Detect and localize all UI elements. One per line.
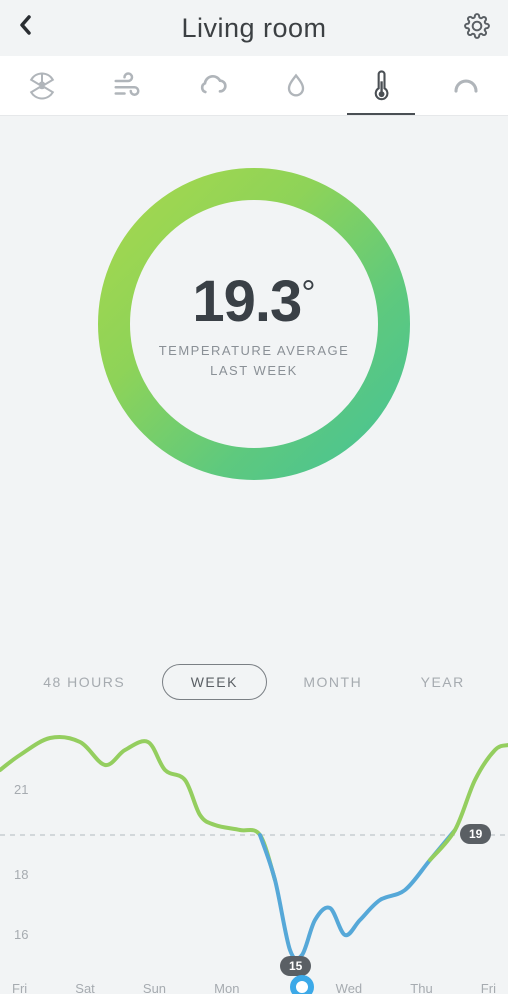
x-label: Thu — [410, 981, 432, 994]
x-label: Sun — [143, 981, 166, 994]
settings-button[interactable] — [464, 13, 490, 44]
tab-gauge[interactable] — [423, 56, 508, 115]
gauge-icon — [451, 71, 481, 101]
wind-icon — [112, 71, 142, 101]
range-week[interactable]: WEEK — [162, 664, 267, 700]
header: Living room — [0, 0, 508, 56]
tab-humidity[interactable] — [254, 56, 339, 115]
thermometer-icon — [367, 69, 395, 103]
cloud-icon — [196, 70, 228, 102]
tab-cloud[interactable] — [169, 56, 254, 115]
y-tick-18: 18 — [14, 867, 28, 882]
tab-temperature[interactable] — [339, 56, 424, 115]
x-label: Mon — [214, 981, 239, 994]
gear-icon — [464, 13, 490, 39]
main-content: 19.3° TEMPERATURE AVERAGE LAST WEEK 48 H… — [0, 116, 508, 994]
temperature-gauge: 19.3° TEMPERATURE AVERAGE LAST WEEK — [94, 164, 414, 484]
x-label: Fri — [12, 981, 27, 994]
x-label: Sat — [75, 981, 95, 994]
back-button[interactable] — [18, 15, 32, 41]
x-axis-labels: Fri Sat Sun Mon Wed Thu Fri — [0, 981, 508, 994]
x-label: Wed — [336, 981, 363, 994]
y-tick-21: 21 — [14, 782, 28, 797]
chart-svg — [0, 720, 508, 994]
range-year[interactable]: YEAR — [399, 665, 487, 699]
page-title: Living room — [18, 13, 490, 44]
range-month[interactable]: MONTH — [281, 665, 384, 699]
metric-tabs — [0, 56, 508, 116]
temperature-chart[interactable]: 21 18 16 15 19 Fri Sat Sun Mon Wed Thu F… — [0, 720, 508, 994]
tab-radiation[interactable] — [0, 56, 85, 115]
tab-wind[interactable] — [85, 56, 170, 115]
droplet-icon — [282, 72, 310, 100]
chart-min-badge: 15 — [280, 956, 311, 976]
range-48hours[interactable]: 48 HOURS — [21, 665, 147, 699]
chart-right-badge: 19 — [460, 824, 491, 844]
radiation-icon — [27, 71, 57, 101]
y-tick-16: 16 — [14, 927, 28, 942]
temperature-value: 19.3° — [159, 268, 350, 335]
x-label: Fri — [481, 981, 496, 994]
temperature-label: TEMPERATURE AVERAGE LAST WEEK — [159, 341, 350, 380]
time-range-selector: 48 HOURS WEEK MONTH YEAR — [0, 664, 508, 700]
